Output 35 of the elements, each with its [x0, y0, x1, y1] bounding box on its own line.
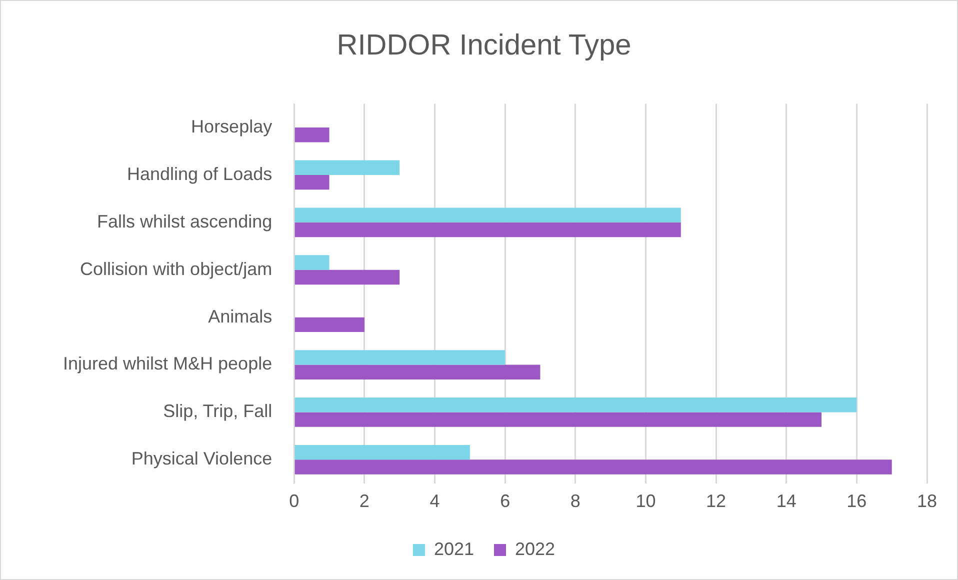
- legend-label: 2021: [434, 538, 474, 559]
- bar: [294, 398, 857, 412]
- x-tick-label: 8: [570, 491, 580, 512]
- bar: [294, 174, 330, 190]
- x-tick-label: 6: [500, 491, 510, 512]
- x-tick-label: 10: [636, 491, 656, 512]
- x-tick-label: 0: [289, 491, 300, 512]
- x-tick-label: 14: [776, 491, 796, 512]
- x-tick-label: 16: [846, 491, 867, 512]
- y-tick-label: Collision with object/jam: [80, 258, 272, 279]
- y-tick-label: Animals: [208, 306, 272, 326]
- chart-title: RIDDOR Incident Type: [336, 29, 632, 62]
- x-tick-label: 18: [916, 491, 938, 512]
- x-tick-label: 12: [706, 491, 726, 512]
- x-tick-label: 2: [359, 491, 370, 512]
- bar: [294, 270, 400, 285]
- bar: [294, 317, 364, 332]
- y-tick-label: Falls whilst ascending: [97, 211, 272, 232]
- bar: [294, 460, 892, 474]
- bar: [294, 222, 681, 238]
- bar: [294, 208, 681, 222]
- bar: [294, 128, 330, 142]
- bar: [294, 255, 330, 270]
- bar: [294, 350, 506, 365]
- y-tick-label: Horseplay: [191, 116, 272, 136]
- bar: [294, 160, 400, 175]
- bar: [294, 412, 822, 427]
- x-tick-label: 4: [430, 491, 440, 512]
- bar: [294, 364, 540, 380]
- y-tick-label: Handling of Loads: [126, 164, 272, 184]
- y-tick-label: Injured whilst M&H people: [62, 354, 272, 374]
- y-tick-label: Physical Violence: [131, 448, 272, 469]
- legend-label: 2022: [515, 538, 556, 559]
- bar: [294, 444, 470, 460]
- y-tick-label: Slip, Trip, Fall: [163, 401, 272, 422]
